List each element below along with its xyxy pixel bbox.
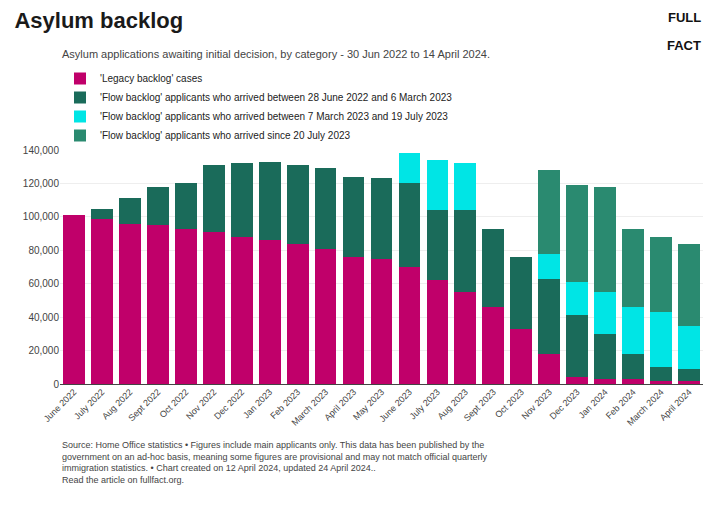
svg-text:Feb 2024: Feb 2024	[604, 387, 638, 421]
svg-text:FULL: FULL	[668, 10, 701, 25]
svg-text:Dec 2022: Dec 2022	[212, 387, 246, 421]
svg-text:June 2023: June 2023	[377, 387, 414, 424]
svg-text:'Flow backlog' applicants who: 'Flow backlog' applicants who arrived si…	[100, 130, 351, 141]
svg-text:Asylum backlog: Asylum backlog	[14, 8, 183, 33]
svg-text:Sept 2022: Sept 2022	[126, 387, 162, 423]
svg-text:Nov 2022: Nov 2022	[184, 387, 218, 421]
svg-text:Nov 2023: Nov 2023	[520, 387, 554, 421]
svg-text:20,000: 20,000	[28, 345, 59, 356]
svg-text:40,000: 40,000	[28, 312, 59, 323]
svg-text:'Flow backlog' applicants who: 'Flow backlog' applicants who arrived be…	[100, 111, 448, 122]
svg-text:FACT: FACT	[667, 38, 701, 53]
svg-text:80,000: 80,000	[28, 245, 59, 256]
svg-text:Aug 2022: Aug 2022	[100, 387, 134, 421]
svg-text:120,000: 120,000	[23, 178, 60, 189]
svg-text:Feb 2023: Feb 2023	[268, 387, 302, 421]
svg-text:April 2024: April 2024	[658, 387, 694, 423]
svg-text:Source: Home Office statistics: Source: Home Office statistics • Figures…	[62, 440, 488, 485]
svg-text:100,000: 100,000	[23, 211, 60, 222]
svg-text:Jan 2023: Jan 2023	[241, 387, 274, 420]
svg-text:July 2023: July 2023	[408, 387, 442, 421]
svg-text:April 2023: April 2023	[322, 387, 358, 423]
svg-text:Sept 2023: Sept 2023	[462, 387, 498, 423]
svg-text:Jan 2024: Jan 2024	[576, 387, 609, 420]
svg-text:'Flow backlog' applicants who: 'Flow backlog' applicants who arrived be…	[100, 92, 452, 103]
svg-text:Dec 2023: Dec 2023	[547, 387, 581, 421]
svg-text:'Legacy backlog' cases: 'Legacy backlog' cases	[100, 73, 202, 84]
svg-text:Oct 2023: Oct 2023	[493, 387, 526, 420]
svg-text:Oct 2022: Oct 2022	[157, 387, 190, 420]
svg-text:Asylum applications awaiting i: Asylum applications awaiting initial dec…	[62, 48, 490, 60]
svg-text:60,000: 60,000	[28, 278, 59, 289]
svg-text:0: 0	[53, 379, 59, 390]
svg-text:July 2022: July 2022	[72, 387, 106, 421]
svg-text:Aug 2023: Aug 2023	[436, 387, 470, 421]
svg-text:140,000: 140,000	[23, 145, 60, 156]
svg-text:May 2023: May 2023	[351, 387, 386, 422]
svg-text:March 2024: March 2024	[625, 387, 666, 428]
svg-text:March 2023: March 2023	[290, 387, 331, 428]
svg-text:June 2022: June 2022	[42, 387, 79, 424]
